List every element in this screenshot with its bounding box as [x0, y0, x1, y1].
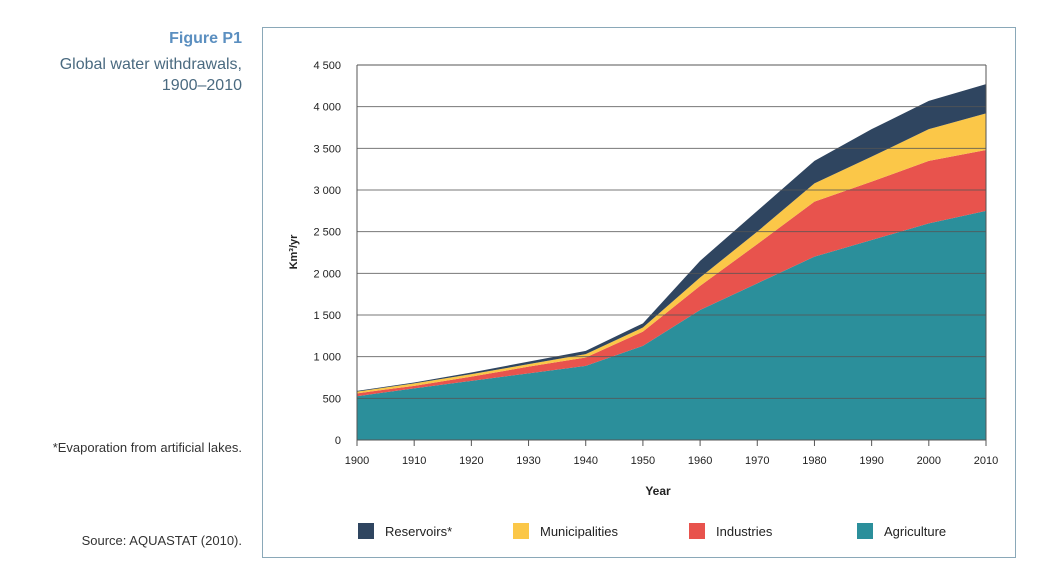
- y-tick-label: 0: [335, 435, 341, 447]
- x-tick-label: 1980: [802, 455, 826, 467]
- source-note: Source: AQUASTAT (2010).: [81, 533, 242, 548]
- x-tick-label: 1960: [688, 455, 712, 467]
- chart-frame: [262, 27, 1016, 558]
- y-tick-label: 2 500: [313, 227, 341, 239]
- legend-label: Industries: [716, 524, 773, 539]
- y-tick-label: 1 500: [313, 310, 341, 322]
- x-tick-label: 1990: [859, 455, 883, 467]
- x-tick-label: 1910: [402, 455, 426, 467]
- y-tick-label: 2 000: [313, 268, 341, 280]
- y-axis-title: Km³/yr: [288, 234, 300, 270]
- legend-label: Agriculture: [884, 524, 946, 539]
- y-tick-label: 4 000: [313, 102, 341, 114]
- x-tick-label: 2000: [917, 455, 941, 467]
- x-tick-label: 1940: [573, 455, 597, 467]
- figure-header: Figure P1 Global water withdrawals, 1900…: [22, 30, 242, 96]
- legend-swatch: [857, 523, 873, 539]
- x-tick-label: 1920: [459, 455, 483, 467]
- area-agriculture: [357, 210, 986, 440]
- x-tick-label: 2010: [974, 455, 998, 467]
- footnote: *Evaporation from artificial lakes.: [52, 440, 242, 455]
- legend-label: Reservoirs*: [385, 524, 452, 539]
- y-tick-label: 4 500: [313, 60, 341, 72]
- x-tick-label: 1970: [745, 455, 769, 467]
- y-tick-label: 1 000: [313, 352, 341, 364]
- area-reservoirs: [357, 84, 986, 392]
- x-tick-label: 1900: [345, 455, 369, 467]
- legend-swatch: [358, 523, 374, 539]
- x-axis-title: Year: [645, 484, 671, 498]
- y-tick-label: 500: [323, 393, 341, 405]
- legend-swatch: [513, 523, 529, 539]
- x-tick-label: 1930: [516, 455, 540, 467]
- y-tick-label: 3 000: [313, 185, 341, 197]
- legend-label: Municipalities: [540, 524, 619, 539]
- figure-title: Global water withdrawals, 1900–2010: [59, 56, 242, 94]
- legend-swatch: [689, 523, 705, 539]
- y-tick-label: 3 500: [313, 143, 341, 155]
- area-municipalities: [357, 113, 986, 394]
- x-tick-label: 1950: [631, 455, 655, 467]
- figure-label: Figure P1: [169, 30, 242, 47]
- area-industries: [357, 150, 986, 397]
